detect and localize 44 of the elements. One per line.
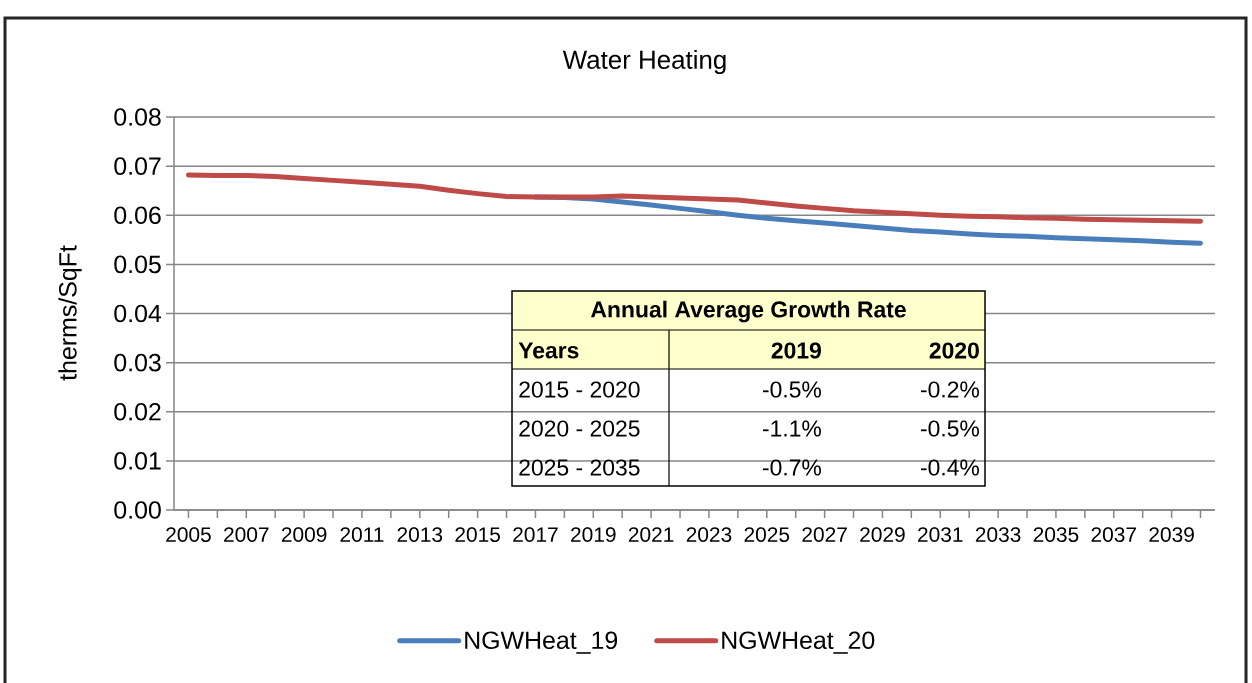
annotation: -1.1% [762,420,821,437]
y-tick-label: 0.02 [114,402,161,421]
x-tick-label: 2013 [397,527,443,543]
legend-label: NGWHeat_20 [722,631,875,654]
annotation: Annual Average Growth Rate [590,300,906,323]
annotation: -0.5% [920,420,979,437]
y-tick-label: 0.01 [114,452,161,470]
y-tick-label: 0.03 [114,353,161,372]
x-tick-label: 2033 [975,527,1021,543]
annotation: -0.2% [920,381,979,398]
x-tick-label: 2007 [224,527,269,543]
annotation: 2019 [771,342,821,359]
chart-title: Water Heating [562,49,726,75]
annotation: 2020 - 2025 [519,420,640,437]
x-tick-label: 2035 [1033,527,1079,543]
x-tick-label: 2023 [686,527,732,543]
x-tick-label: 2027 [802,527,847,543]
y-tick-label: 0.06 [114,206,161,225]
x-tick-label: 2037 [1091,527,1136,543]
y-tick-label: 0.08 [114,108,161,126]
annotation: 2025 - 2035 [519,459,640,476]
x-tick-label: 2029 [860,527,905,543]
x-tick-label: 2005 [166,527,211,543]
y-axis-title: therms/SqFt [58,245,82,381]
annotation: 2015 - 2020 [519,381,640,398]
x-tick-label: 2021 [628,527,674,543]
x-tick-label: 2019 [571,527,616,543]
legend-label: NGWHeat_19 [465,631,618,654]
annotation: Years [518,342,579,359]
x-tick-label: 2015 [455,527,500,543]
x-tick-label: 2039 [1149,527,1194,543]
y-tick-label: 0.05 [114,255,161,274]
x-tick-label: 2031 [918,527,963,543]
x-tick-label: 2009 [281,527,327,543]
annotation: -0.7% [762,459,821,476]
x-tick-label: 2011 [340,527,384,543]
annotation: -0.4% [920,459,979,476]
annotation: -0.5% [762,381,821,398]
x-tick-label: 2017 [513,527,558,543]
annotation: 2020 [929,342,979,359]
y-tick-label: 0.00 [114,501,161,519]
y-tick-label: 0.07 [114,157,161,175]
y-tick-label: 0.04 [114,304,162,323]
x-tick-label: 2025 [744,527,790,543]
